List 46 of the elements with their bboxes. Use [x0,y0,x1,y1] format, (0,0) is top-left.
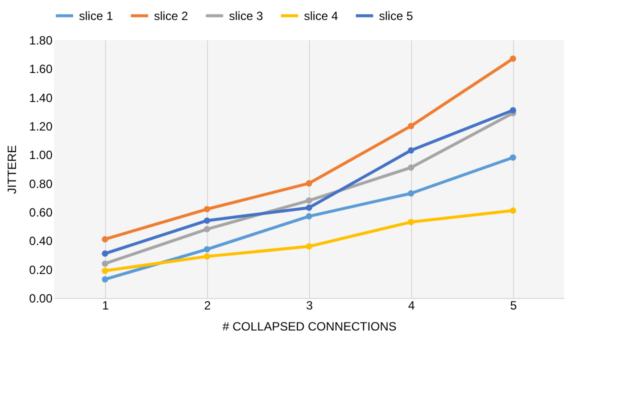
y-tick-label: 1.20 [29,120,53,134]
legend-label: slice 4 [304,8,338,23]
point [306,180,312,186]
point [102,250,108,257]
point [102,236,108,242]
y-tick-label: 0.00 [29,292,53,306]
legend-label: slice 1 [79,8,114,23]
point [408,147,414,154]
legend-label: slice 3 [229,8,264,23]
y-tick-label: 1.80 [29,34,53,48]
x-axis-title: # COLLAPSED CONNECTIONS [222,320,397,334]
point [204,206,210,212]
point [306,213,312,220]
point [408,190,414,197]
point [306,204,312,211]
point [102,260,108,267]
point [102,276,108,283]
y-axis-title: JITTERE [5,145,20,194]
point [306,243,312,250]
y-tick-label: 0.80 [29,176,53,191]
point [204,226,210,232]
x-tick-label: 5 [510,298,518,312]
point [408,164,414,171]
point [510,107,516,114]
x-tick-label: 1 [102,298,110,312]
point [510,207,516,214]
point [510,55,516,62]
x-tick-label: 2 [204,298,212,312]
y-tick-label: 0.40 [29,234,53,248]
y-tick-label: 1.60 [29,62,53,76]
point [204,253,210,260]
point [204,217,210,224]
legend-label: slice 2 [154,8,188,23]
y-tick-label: 0.60 [29,206,53,220]
y-tick-label: 1.40 [29,90,53,105]
point [306,197,312,204]
point [408,122,414,130]
point [408,218,414,226]
point [510,154,516,161]
y-tick-label: 0.20 [29,262,53,277]
legend-label: slice 5 [379,8,414,23]
x-tick-label: 3 [306,298,314,312]
point [204,246,210,252]
point [102,268,108,274]
y-tick-label: 1.00 [29,148,53,162]
x-tick-label: 4 [408,298,416,312]
